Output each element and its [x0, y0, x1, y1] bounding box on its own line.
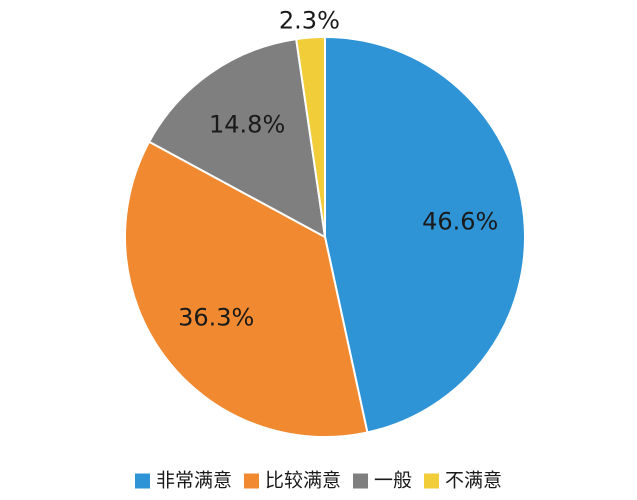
legend-label: 不满意	[445, 470, 502, 492]
legend-label: 非常满意	[156, 470, 232, 492]
pie-slice	[295, 35, 326, 238]
legend-swatch	[243, 473, 259, 489]
pie-slice	[324, 35, 526, 434]
legend-swatch	[424, 473, 440, 489]
slice-label: 46.6%	[422, 208, 498, 236]
pie-slice	[147, 37, 327, 239]
legend-label: 比较满意	[265, 470, 341, 492]
slice-label: 14.8%	[209, 110, 285, 138]
pie-slice	[124, 140, 369, 438]
legend-swatch	[353, 473, 368, 489]
slice-label: 36.3%	[178, 304, 254, 332]
legend: 非常满意 比较满意 一般 不满意	[134, 470, 502, 492]
legend-label: 一般	[374, 470, 412, 492]
slice-label: 2.3%	[279, 7, 340, 35]
legend-swatch	[134, 473, 150, 489]
